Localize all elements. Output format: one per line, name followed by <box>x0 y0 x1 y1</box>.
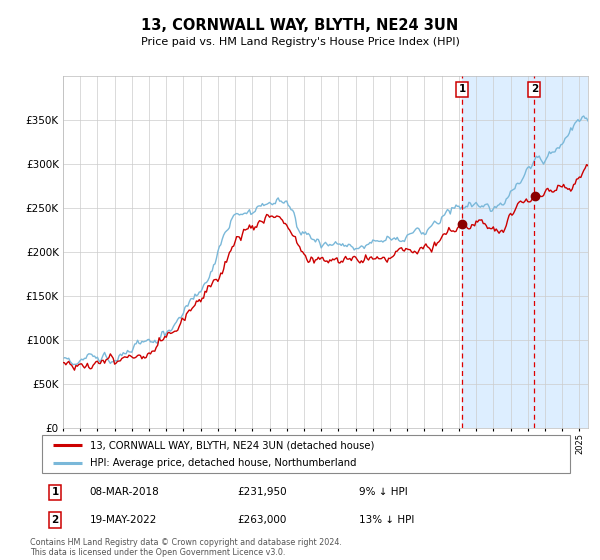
Text: £231,950: £231,950 <box>238 487 287 497</box>
Bar <box>462 76 588 428</box>
Text: £263,000: £263,000 <box>238 515 287 525</box>
Text: Contains HM Land Registry data © Crown copyright and database right 2024.
This d: Contains HM Land Registry data © Crown c… <box>30 538 342 557</box>
Text: 13% ↓ HPI: 13% ↓ HPI <box>359 515 414 525</box>
Text: 08-MAR-2018: 08-MAR-2018 <box>89 487 159 497</box>
Text: 2: 2 <box>530 85 538 95</box>
Text: 13, CORNWALL WAY, BLYTH, NE24 3UN: 13, CORNWALL WAY, BLYTH, NE24 3UN <box>142 18 458 32</box>
Text: 2: 2 <box>52 515 59 525</box>
Text: 13, CORNWALL WAY, BLYTH, NE24 3UN (detached house): 13, CORNWALL WAY, BLYTH, NE24 3UN (detac… <box>89 440 374 450</box>
Text: Price paid vs. HM Land Registry's House Price Index (HPI): Price paid vs. HM Land Registry's House … <box>140 37 460 47</box>
Text: 1: 1 <box>458 85 466 95</box>
Text: HPI: Average price, detached house, Northumberland: HPI: Average price, detached house, Nort… <box>89 458 356 468</box>
Text: 1: 1 <box>52 487 59 497</box>
Text: 19-MAY-2022: 19-MAY-2022 <box>89 515 157 525</box>
Text: 9% ↓ HPI: 9% ↓ HPI <box>359 487 407 497</box>
